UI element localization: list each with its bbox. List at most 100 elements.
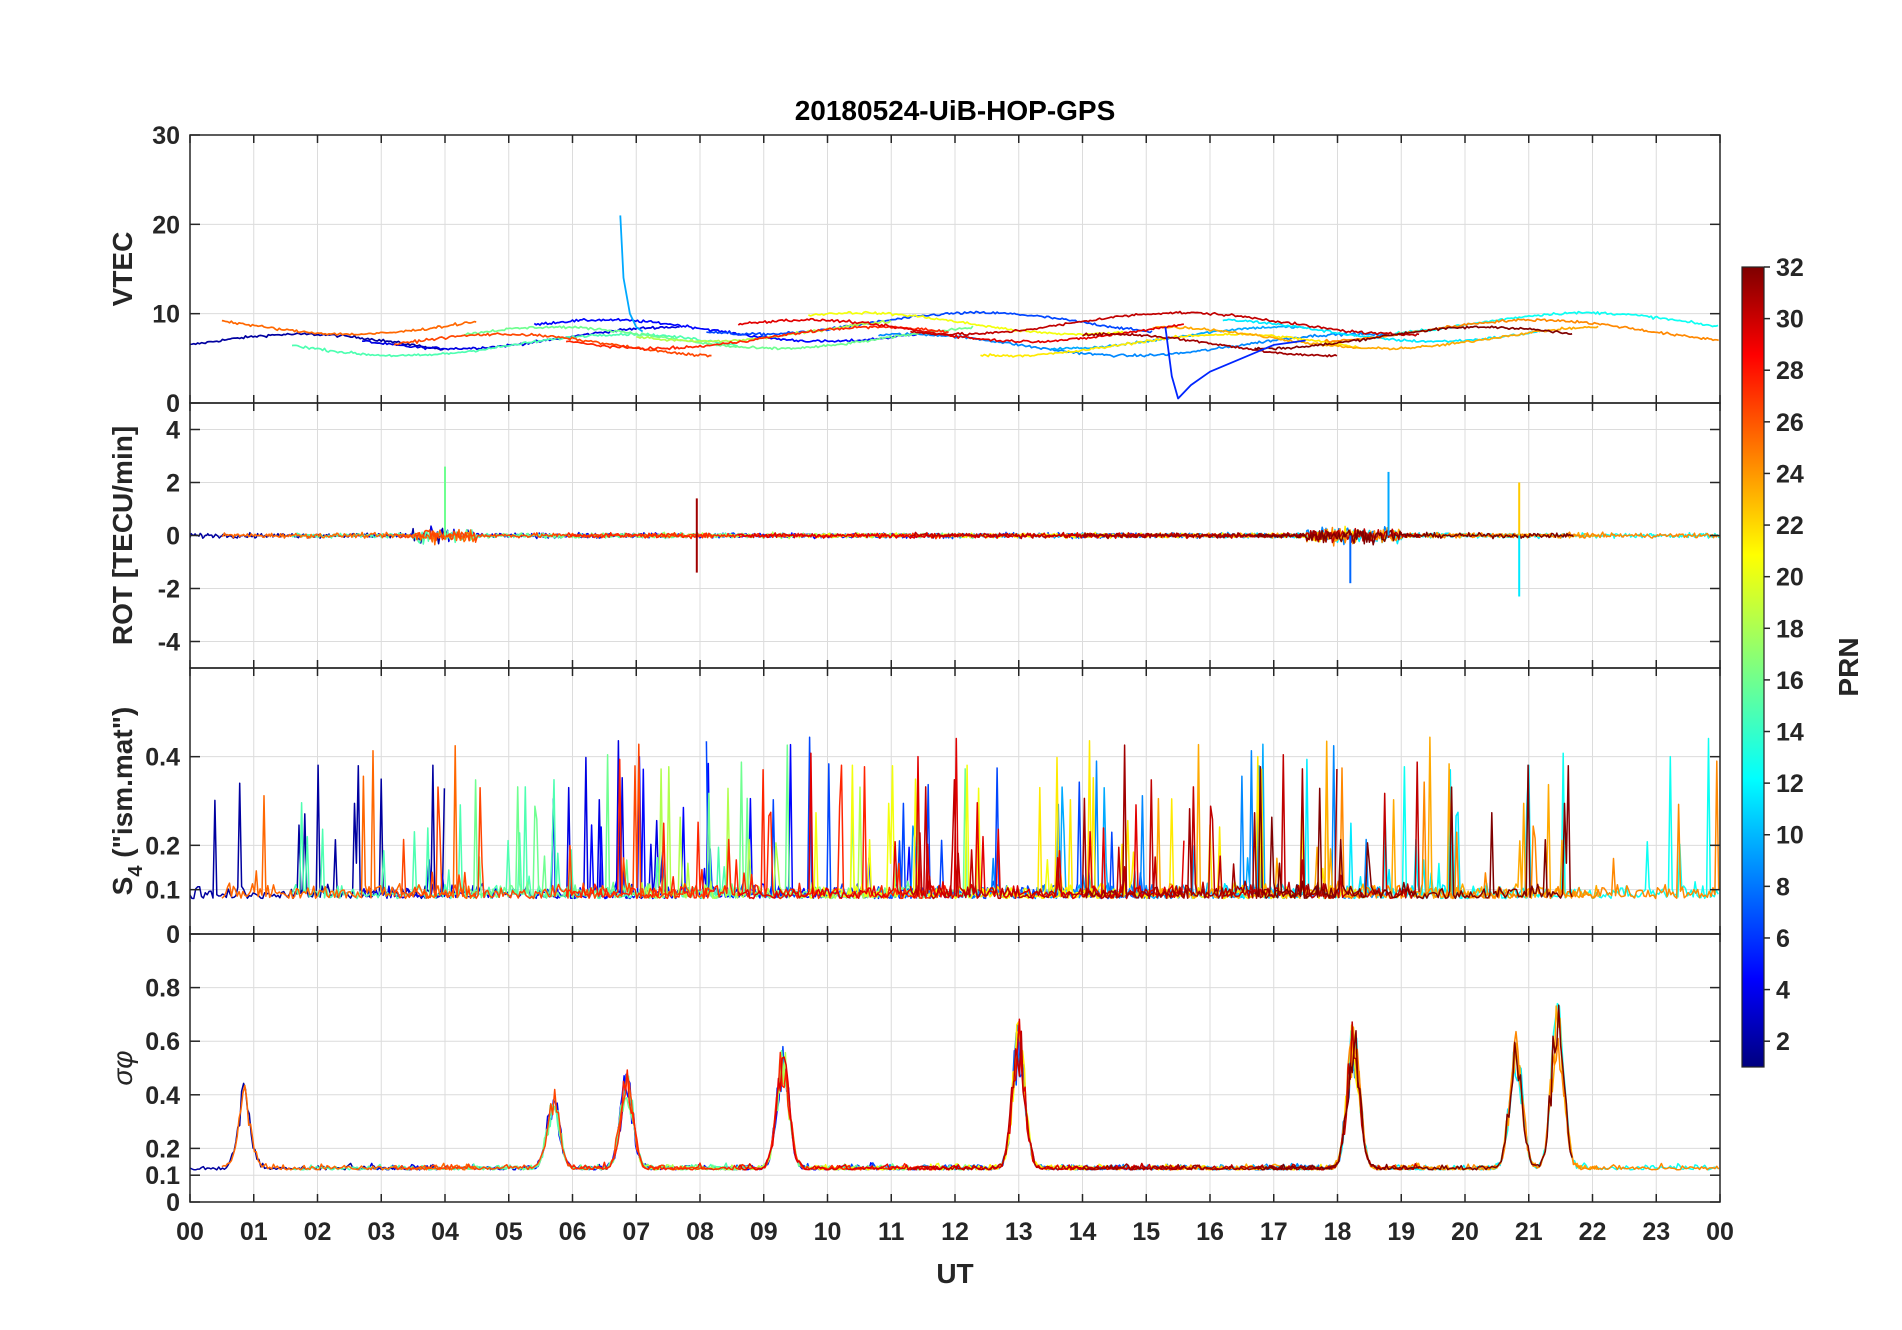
colorbar-tick-label: 26 xyxy=(1776,409,1804,437)
y-tick-label: 2 xyxy=(166,470,180,498)
sigma-trace-prn-16 xyxy=(463,1049,974,1171)
y-tick-label: 0 xyxy=(166,921,180,949)
panel-rot-ticks xyxy=(189,403,1721,668)
x-axis-label: UT xyxy=(936,1258,973,1289)
x-tick-label: 21 xyxy=(1515,1218,1543,1246)
panel-rot-traces xyxy=(190,466,1720,597)
colorbar-tick-label: 18 xyxy=(1776,615,1804,643)
panel-s4: 0 0.1 0.2 0.4S4 ("ism.mat") xyxy=(107,667,1721,949)
panel-s4-ylabel: S4 ("ism.mat") xyxy=(107,707,147,896)
vtec-trace-prn-10 xyxy=(619,215,644,333)
s4-trace-prn-25 xyxy=(221,745,477,900)
panel-s4-ticks xyxy=(189,668,1721,935)
panel-s4-traces xyxy=(190,736,1720,900)
x-tick-label: 01 xyxy=(240,1218,268,1246)
vtec-trace-prn-31 xyxy=(1082,332,1338,358)
sigma-trace-prn-21 xyxy=(979,1020,1362,1171)
x-tick-label: 00 xyxy=(1706,1218,1734,1246)
x-tick-label: 04 xyxy=(431,1218,459,1246)
colorbar-tick-label: 28 xyxy=(1776,357,1804,385)
panel-sigma_phi-grid xyxy=(189,934,1721,1203)
sigma-trace-prn-20 xyxy=(807,1030,1127,1171)
s4-trace-prn-7 xyxy=(705,736,1153,900)
y-tick-label: 20 xyxy=(152,211,180,239)
y-tick-label: 0.4 xyxy=(145,1082,180,1110)
colorbar-tick-label: 24 xyxy=(1776,460,1804,488)
vtec-trace-prn-30 xyxy=(910,310,1420,337)
x-tick-label: 13 xyxy=(1005,1218,1033,1246)
x-tick-label: 08 xyxy=(686,1218,714,1246)
y-tick-label: 0.8 xyxy=(145,975,180,1003)
y-tick-label: 0.2 xyxy=(145,832,180,860)
panel-sigma_phi-ylabel: σφ xyxy=(107,1050,138,1085)
x-tick-label: 14 xyxy=(1069,1218,1097,1246)
vtec-trace-prn-20 xyxy=(807,310,1126,337)
y-tick-label: -2 xyxy=(158,576,180,604)
x-tick-label: 05 xyxy=(495,1218,523,1246)
rot-trace-prn-25 xyxy=(221,528,478,546)
vtec-trace-prn-32 xyxy=(1254,325,1573,351)
vtec-trace-prn-15 xyxy=(291,332,738,358)
colorbar-tick-label: 20 xyxy=(1776,564,1804,592)
panel-vtec: 0 10 20 30 VTEC xyxy=(107,122,1721,418)
colorbar-tick-label: 12 xyxy=(1776,770,1804,798)
rot-trace-prn-32 xyxy=(1254,529,1574,546)
x-tick-label: 02 xyxy=(304,1218,332,1246)
sigma-trace-prn-15 xyxy=(291,1074,739,1171)
colorbar-tick-label: 16 xyxy=(1776,667,1804,695)
colorbar-tick-label: 6 xyxy=(1776,925,1790,953)
x-tick-label: 09 xyxy=(750,1218,778,1246)
x-tick-label: 07 xyxy=(622,1218,650,1246)
colorbar-tick-label: 2 xyxy=(1776,1028,1790,1056)
y-tick-label: 10 xyxy=(152,301,180,329)
y-tick-label: 0.2 xyxy=(145,1135,180,1163)
vtec-trace-prn-25 xyxy=(221,319,477,336)
y-tick-label: 4 xyxy=(166,417,180,445)
vtec-trace-prn-2 xyxy=(190,332,445,351)
sigma-trace-prn-23 xyxy=(1152,1005,1599,1171)
x-tick-label: 12 xyxy=(941,1218,969,1246)
x-tick-label: 06 xyxy=(559,1218,587,1246)
panel-sigma_phi-ticks xyxy=(189,934,1721,1203)
y-tick-label: 0.6 xyxy=(145,1028,180,1056)
y-tick-label: 0.1 xyxy=(145,1162,180,1190)
sigma-trace-prn-32 xyxy=(1254,1004,1573,1171)
x-tick-label: 03 xyxy=(367,1218,395,1246)
sigma-trace-prn-26 xyxy=(393,1073,712,1171)
y-tick-label: 0 xyxy=(166,523,180,551)
s4-trace-prn-26 xyxy=(393,743,713,900)
s4-trace-prn-31 xyxy=(1081,744,1338,900)
sigma-trace-prn-12 xyxy=(1222,1030,1541,1171)
sigma-trace-prn-13 xyxy=(1394,1002,1719,1171)
colorbar-label: PRN xyxy=(1833,637,1864,696)
s4-trace-prn-13 xyxy=(1394,737,1719,900)
x-tick-label: 18 xyxy=(1324,1218,1352,1246)
vtec-trace-prn-6 xyxy=(1164,326,1306,400)
x-tick-label: 16 xyxy=(1196,1218,1224,1246)
colorbar-tick-label: 8 xyxy=(1776,873,1790,901)
sigma-trace-prn-30 xyxy=(910,1021,1420,1171)
x-tick-label: 15 xyxy=(1132,1218,1160,1246)
y-tick-label: 0.4 xyxy=(145,744,180,772)
x-tick-label: 22 xyxy=(1579,1218,1607,1246)
x-tick-label: 20 xyxy=(1451,1218,1479,1246)
sigma-trace-prn-31 xyxy=(1081,1162,1338,1171)
rot-trace-prn-24 xyxy=(1324,526,1720,547)
y-tick-label: 30 xyxy=(152,122,180,150)
panel-vtec-grid xyxy=(189,134,1721,404)
x-axis: 00 01 02 03 04 05 06 07 08 09 10 11 12 13 14 15 16 17 18 19… xyxy=(176,1218,1734,1246)
sigma-trace-prn-5 xyxy=(533,1060,917,1171)
panel-rot-ylabel: ROT [TECU/min] xyxy=(107,426,138,645)
x-tick-label: 11 xyxy=(878,1218,905,1246)
panel-sigma_phi: 00.10.2 0.4 0.6 0.8 σφ xyxy=(107,933,1721,1217)
chart-title: 20180524-UiB-HOP-GPS xyxy=(795,95,1116,126)
s4-trace-prn-32 xyxy=(1254,764,1573,900)
colorbar-tick-label: 14 xyxy=(1776,719,1804,747)
colorbar-gradient xyxy=(1741,266,1765,1068)
panel-vtec-traces xyxy=(190,215,1719,400)
panel-sigma_phi-traces xyxy=(190,1002,1720,1171)
vtec-trace-prn-27 xyxy=(565,325,949,351)
colorbar-tick-label: 10 xyxy=(1776,822,1804,850)
colorbar-tick-label: 4 xyxy=(1776,977,1790,1005)
vtec-trace-prn-5 xyxy=(533,317,917,343)
